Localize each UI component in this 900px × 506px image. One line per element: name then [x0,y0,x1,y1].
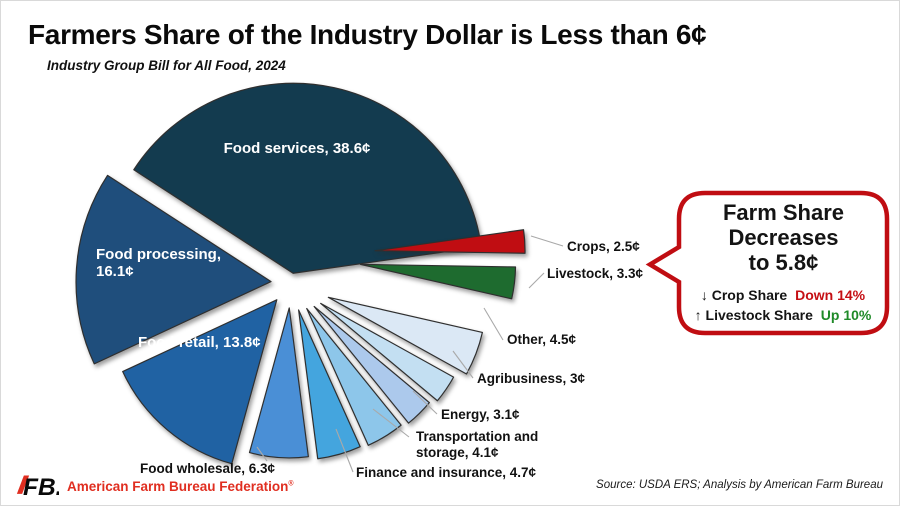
slice-label-food-services: Food services, 38.6¢ [223,140,371,157]
slice-label-finance: Finance and insurance, 4.7¢ [356,465,537,480]
slice-label-agribusiness: Agribusiness, 3¢ [477,371,586,386]
callout-line-3: to 5.8¢ [748,250,819,275]
pie-slice-food-processing [75,174,272,365]
pie-slice-other [327,296,484,375]
slice-label-livestock: Livestock, 3.3¢ [547,266,644,281]
registered-mark: ® [288,480,294,487]
slice-label-energy: Energy, 3.1¢ [441,407,520,422]
slice-label-transportation: Transportation and storage, 4.1¢ [416,429,539,460]
brand-name: American Farm Bureau Federation® [67,479,294,494]
callout-bubble [645,190,890,336]
pie-slice-food-services [133,82,482,274]
chart-subtitle: Industry Group Bill for All Food, 2024 [47,58,286,73]
source-note: Source: USDA ERS; Analysis by American F… [596,479,883,491]
slice-label-food-retail: Food retail, 13.8¢ [138,334,261,351]
pie-slice-food-retail [122,299,278,465]
callout-line-2: Decreases [728,225,839,250]
callout-crop-line: ↓ Crop Share Down 14% [683,285,883,305]
pie-slice-food-wholesale [248,307,309,459]
crop-share-change: Down 14% [795,287,866,303]
slice-label-crops: Crops, 2.5¢ [567,239,640,254]
leader-line [528,272,545,289]
pie-slice-crops [374,229,526,254]
livestock-share-change: Up 10% [820,307,872,323]
leader-line [412,390,438,415]
slice-label-other: Other, 4.5¢ [507,332,577,347]
slice-label-food-wholesale: Food wholesale, 6.3¢ [140,461,276,476]
page-title: Farmers Share of the Industry Dollar is … [28,19,707,50]
callout-details: ↓ Crop Share Down 14% ↑ Livestock Share … [683,285,883,325]
leader-line [452,350,474,379]
leader-line [256,446,268,462]
pie-slice-finance-and-insurance [298,309,361,460]
brand-footer: FB. American Farm Bureau Federation® [15,471,294,501]
leader-line [530,235,564,247]
livestock-share-label: ↑ Livestock Share [694,307,813,323]
leader-line [372,408,410,438]
callout-line-1: Farm Share [722,200,845,225]
pie-slice-energy [313,305,430,424]
afbf-logo-icon: FB. [16,474,59,500]
pie-slice-transportation-and-storage [306,307,402,446]
slice-label-food-processing: Food processing, 16.1¢ [96,246,222,280]
leader-line [483,307,504,341]
brand-name-text: American Farm Bureau Federation [67,478,289,494]
svg-text:FB.: FB. [23,474,59,500]
callout-headline: Farm Share Decreases to 5.8¢ [691,200,876,275]
callout-livestock-line: ↑ Livestock Share Up 10% [683,305,883,325]
pie-slice-agribusiness [320,302,455,402]
crop-share-label: ↓ Crop Share [700,287,788,303]
pie-slice-livestock [359,263,517,300]
leader-line [335,428,354,473]
